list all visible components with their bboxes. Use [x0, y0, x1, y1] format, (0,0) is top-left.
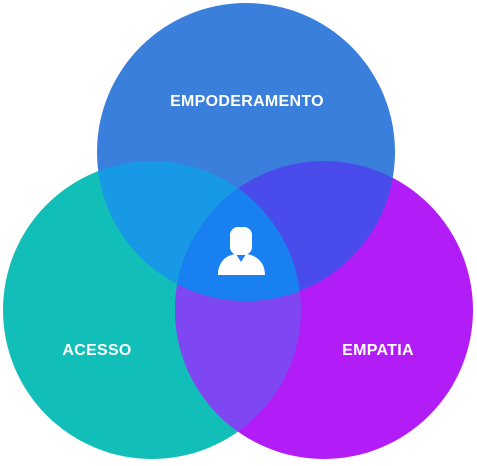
user-icon — [218, 227, 265, 275]
label-empoderamento: EMPODERAMENTO — [170, 93, 324, 110]
label-acesso: ACESSO — [62, 342, 131, 359]
label-empatia: EMPATIA — [342, 342, 414, 359]
